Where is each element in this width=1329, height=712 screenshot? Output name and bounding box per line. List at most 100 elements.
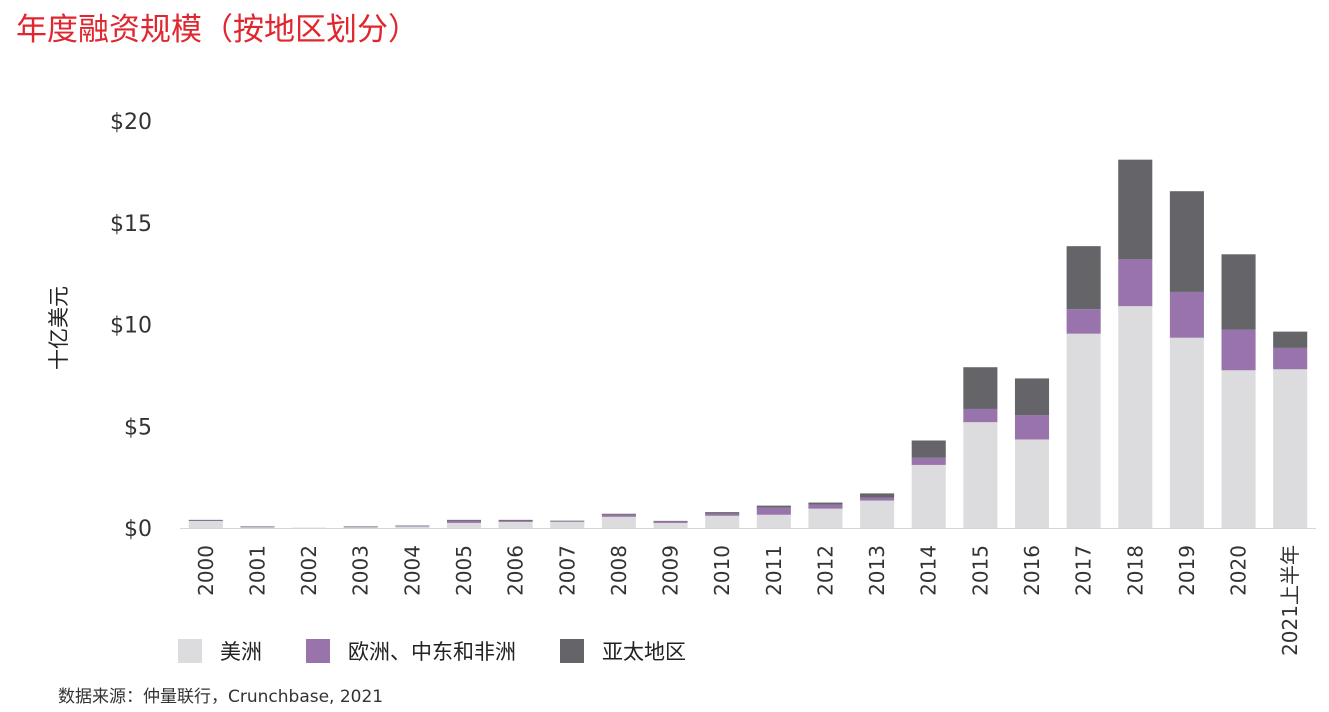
data-source-note: 数据来源：仲量联行，Crunchbase, 2021 [58,687,384,707]
bar-segment-2021上半年-s1 [1273,347,1308,370]
bar-segment-2007-s1 [550,521,585,522]
x-tick-label: 2007 [555,545,579,596]
x-tick-label: 2004 [400,545,424,596]
legend-label-americas: 美洲 [220,640,262,664]
bar-segment-2013-s1 [860,497,895,501]
bar-segment-2016-s0 [1014,439,1050,528]
x-tick-label: 2020 [1227,545,1251,596]
legend-swatch-apac [560,639,584,663]
bar-segment-2018-s1 [1118,259,1153,307]
legend-swatch-americas [178,639,202,663]
bar-segment-2020-s1 [1221,329,1256,371]
bar-segment-2001-s2 [240,526,275,527]
bar-segment-2009-s2 [653,520,688,522]
bar-segment-2011-s0 [756,514,791,528]
bar-segment-2021上半年-s0 [1273,369,1308,528]
bar-segment-2014-s2 [911,440,946,458]
y-tick-label: $20 [110,110,152,135]
bar-segment-2013-s0 [860,500,895,528]
bar-segment-2004-s1 [395,525,430,527]
bar-segment-2012-s2 [808,502,843,505]
bar-segment-2007-s0 [550,521,585,528]
bar-segment-2009-s0 [653,522,688,528]
bar-segment-2013-s2 [860,493,895,498]
x-tick-label: 2015 [968,545,992,596]
bar-segment-2003-s2 [343,526,378,527]
bar-segment-2004-s2 [395,525,430,527]
x-tick-label: 2010 [710,545,734,596]
bar-segment-2020-s0 [1221,370,1256,528]
legend-label-emea: 欧洲、中东和非洲 [348,640,516,664]
legend-item-americas: 美洲 [178,636,262,666]
bar-segment-2008-s2 [601,513,636,515]
chart-title: 年度融资规模（按地区划分） [16,12,419,48]
bar-segment-2010-s2 [705,512,740,514]
bar-segment-2010-s0 [705,515,740,528]
bar-segment-2006-s0 [498,521,533,528]
bar-segment-2020-s2 [1221,254,1256,330]
bar-segment-2011-s2 [756,505,791,508]
bar-segment-2003-s1 [343,526,378,528]
legend-item-apac: 亚太地区 [560,636,686,666]
bar-segment-2012-s1 [808,504,843,509]
bar-segment-2004-s0 [395,526,430,528]
x-tick-label: 2003 [349,545,373,596]
bar-segment-2017-s2 [1066,246,1101,310]
bar-segment-2018-s2 [1118,159,1153,260]
y-tick-label: $10 [110,314,152,339]
bar-segment-2007-s2 [550,520,585,522]
bar-segment-2002-s0 [292,527,327,529]
x-tick-label: 2018 [1123,545,1147,596]
bar-segment-2012-s0 [808,508,843,528]
bar-segment-2019-s2 [1169,191,1204,292]
x-tick-label: 2017 [1072,545,1096,596]
x-tick-label: 2002 [297,545,321,596]
x-tick-label: 2016 [1020,545,1044,596]
x-tick-label: 2014 [917,545,941,596]
bar-segment-2019-s0 [1169,337,1204,528]
y-tick-label: $15 [110,212,152,237]
bar-segment-2005-s0 [446,522,482,528]
bar-segment-2009-s1 [653,521,688,523]
x-tick-label: 2006 [504,545,528,596]
bar-segment-2001-s0 [240,526,275,528]
bar-segment-2014-s1 [911,457,946,465]
legend-item-emea: 欧洲、中东和非洲 [306,636,516,666]
bar-segment-2014-s0 [911,464,946,528]
bar-segment-2015-s1 [963,408,998,423]
legend-swatch-emea [306,639,330,663]
bar-segment-2021上半年-s2 [1273,331,1308,348]
bar-segment-2015-s0 [963,422,998,528]
x-tick-label: 2013 [865,545,889,596]
bar-segment-2017-s1 [1066,309,1101,334]
y-tick-label: $0 [124,517,152,542]
bar-segment-2006-s1 [498,520,533,522]
x-tick-label: 2000 [194,545,218,596]
legend-label-apac: 亚太地区 [602,640,686,664]
bar-segment-2016-s1 [1014,415,1050,440]
x-tick-label: 2008 [607,545,631,596]
bar-segment-2005-s1 [446,520,482,523]
bar-segment-2001-s1 [240,526,275,528]
x-tick-label: 2012 [813,545,837,596]
bar-segment-2006-s2 [498,519,533,521]
bar-segment-2010-s1 [705,513,740,516]
x-tick-label: 2001 [245,545,269,596]
x-tick-label: 2021上半年 [1278,545,1302,656]
bar-segment-2008-s1 [601,514,636,517]
bar-segment-2018-s0 [1118,306,1153,528]
bar-segment-2005-s2 [446,519,482,521]
y-tick-label: $5 [124,415,152,440]
bar-segment-2016-s2 [1014,378,1050,416]
x-tick-label: 2009 [659,545,683,596]
bar-segment-2015-s2 [963,367,998,409]
bar-segment-2003-s0 [343,526,378,528]
legend: 美洲 欧洲、中东和非洲 亚太地区 [178,636,730,666]
bar-segment-2000-s0 [188,520,223,528]
bar-segment-2019-s1 [1169,291,1204,338]
bar-segment-2011-s1 [756,507,791,515]
bar-segment-2000-s2 [188,519,223,521]
x-tick-label: 2005 [452,545,476,596]
bar-segment-2000-s1 [188,520,223,521]
